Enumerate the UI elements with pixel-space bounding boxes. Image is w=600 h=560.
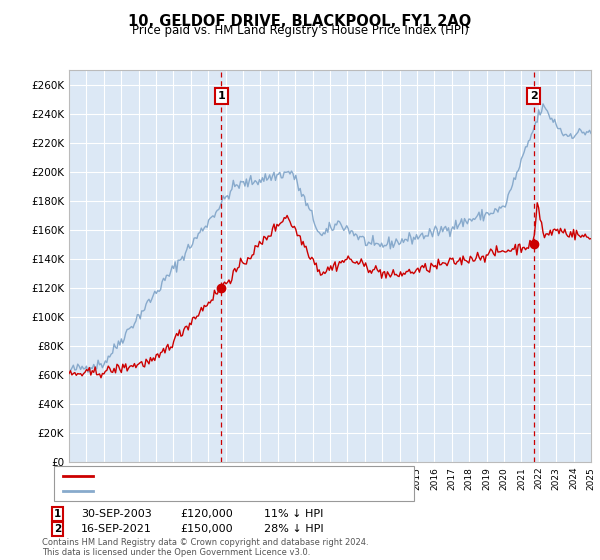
Text: 2: 2 [54, 524, 61, 534]
Text: 2: 2 [530, 91, 538, 101]
Text: Contains HM Land Registry data © Crown copyright and database right 2024.
This d: Contains HM Land Registry data © Crown c… [42, 538, 368, 557]
Text: Price paid vs. HM Land Registry's House Price Index (HPI): Price paid vs. HM Land Registry's House … [131, 24, 469, 37]
Text: £150,000: £150,000 [180, 524, 233, 534]
Text: 28% ↓ HPI: 28% ↓ HPI [264, 524, 323, 534]
Text: 16-SEP-2021: 16-SEP-2021 [81, 524, 152, 534]
Text: HPI: Average price, detached house, Blackpool: HPI: Average price, detached house, Blac… [99, 487, 343, 497]
Text: 10, GELDOF DRIVE, BLACKPOOL, FY1 2AQ: 10, GELDOF DRIVE, BLACKPOOL, FY1 2AQ [128, 14, 472, 29]
Text: £120,000: £120,000 [180, 509, 233, 519]
Text: 11% ↓ HPI: 11% ↓ HPI [264, 509, 323, 519]
Text: 1: 1 [54, 509, 61, 519]
Text: 10, GELDOF DRIVE, BLACKPOOL, FY1 2AQ (detached house): 10, GELDOF DRIVE, BLACKPOOL, FY1 2AQ (de… [99, 471, 411, 481]
Text: 1: 1 [217, 91, 225, 101]
Text: 30-SEP-2003: 30-SEP-2003 [81, 509, 152, 519]
